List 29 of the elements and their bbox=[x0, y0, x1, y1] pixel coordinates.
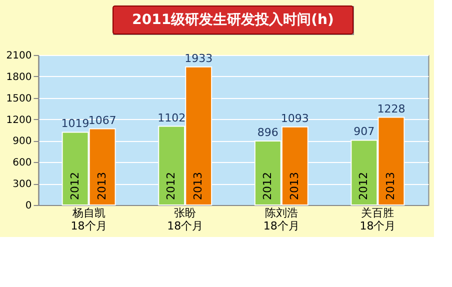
data-label: 1102 bbox=[158, 111, 186, 124]
chart-title: 2011级研发生研发投入时间(h) bbox=[132, 12, 334, 28]
y-tick-label: 0 bbox=[25, 200, 32, 212]
y-tick-label: 1800 bbox=[6, 72, 32, 83]
x-tick-label: 陈刘浩 18个月 bbox=[263, 206, 300, 232]
text: 2012 bbox=[260, 172, 274, 200]
text: 2012 bbox=[357, 172, 370, 200]
series-label: 2013 bbox=[95, 172, 108, 200]
data-label: 1067 bbox=[88, 114, 116, 127]
text: 2012 bbox=[164, 172, 178, 200]
y-tick-label: 900 bbox=[12, 136, 32, 148]
data-label: 1019 bbox=[61, 117, 90, 130]
x-tick-label: 关百胜 18个月 bbox=[360, 206, 396, 232]
y-tick-label: 1500 bbox=[6, 93, 32, 104]
series-label: 2012 bbox=[68, 172, 82, 200]
data-label: 907 bbox=[354, 125, 375, 138]
text: 2013 bbox=[384, 172, 398, 200]
text: 2013 bbox=[288, 172, 301, 200]
y-tick-label: 1200 bbox=[6, 114, 32, 126]
data-label: 1933 bbox=[184, 52, 213, 65]
y-tick-label: 2100 bbox=[6, 50, 32, 62]
data-label: 896 bbox=[257, 126, 278, 139]
data-label: 1228 bbox=[377, 102, 406, 116]
x-tick-label: 张盼 18个月 bbox=[167, 206, 204, 232]
x-tick-label: 杨自凯 18个月 bbox=[70, 206, 107, 232]
data-label: 1093 bbox=[280, 112, 309, 125]
text: 2013 bbox=[192, 172, 205, 200]
y-tick-label: 300 bbox=[12, 179, 32, 190]
y-tick-label: 600 bbox=[12, 158, 32, 169]
